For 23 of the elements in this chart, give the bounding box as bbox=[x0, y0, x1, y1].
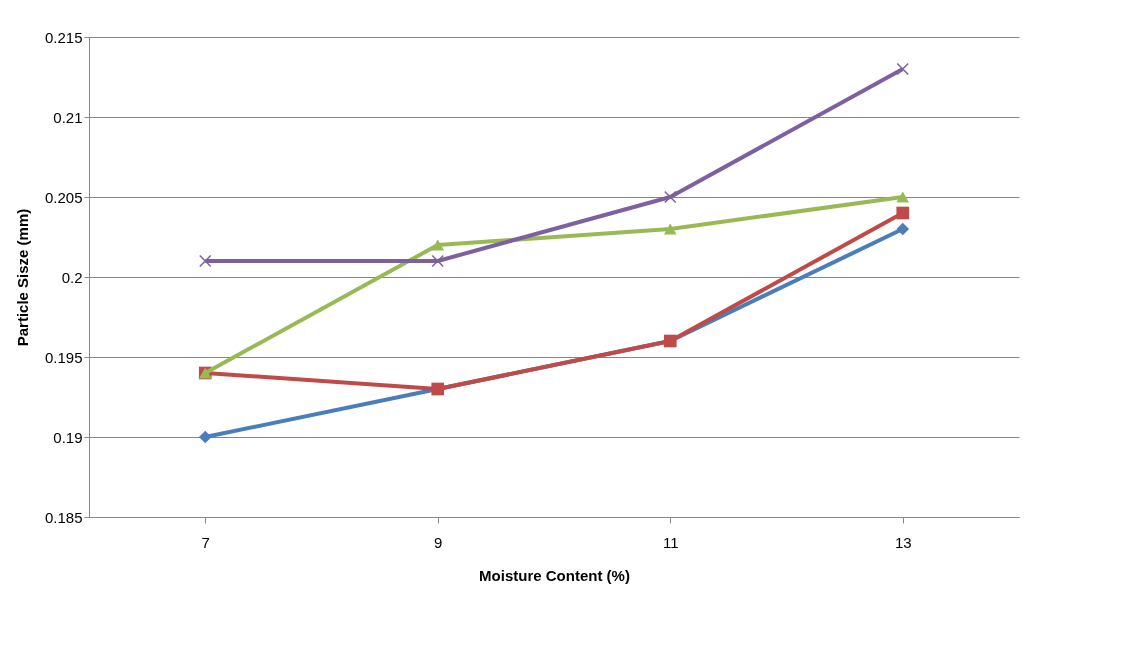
point bbox=[199, 254, 212, 268]
point bbox=[896, 222, 910, 236]
y-tick-label: 0.21 bbox=[53, 108, 83, 126]
x-tick-label: 13 bbox=[894, 533, 912, 551]
x-tick-label: 9 bbox=[434, 533, 443, 551]
point bbox=[896, 62, 909, 76]
x-tick-label: 7 bbox=[201, 533, 210, 551]
point bbox=[663, 223, 677, 235]
y-tick-label: 0.205 bbox=[44, 188, 83, 206]
point bbox=[431, 254, 444, 268]
y-tick-label: 0.215 bbox=[44, 28, 83, 46]
y-tick-label: 0.195 bbox=[44, 348, 83, 366]
point bbox=[198, 430, 212, 444]
y-tick-label: 0.2 bbox=[61, 268, 83, 286]
x-axis-title: Moisture Content (%) bbox=[479, 566, 630, 584]
point bbox=[664, 190, 677, 204]
point bbox=[896, 206, 910, 220]
y-axis-title: Particle Sisze (mm) bbox=[13, 208, 31, 347]
x-tick-label: 11 bbox=[662, 533, 679, 551]
point bbox=[896, 191, 910, 203]
y-tick-label: 0.19 bbox=[53, 428, 83, 446]
point bbox=[431, 239, 445, 251]
y-tick-label: 0.185 bbox=[44, 508, 83, 526]
